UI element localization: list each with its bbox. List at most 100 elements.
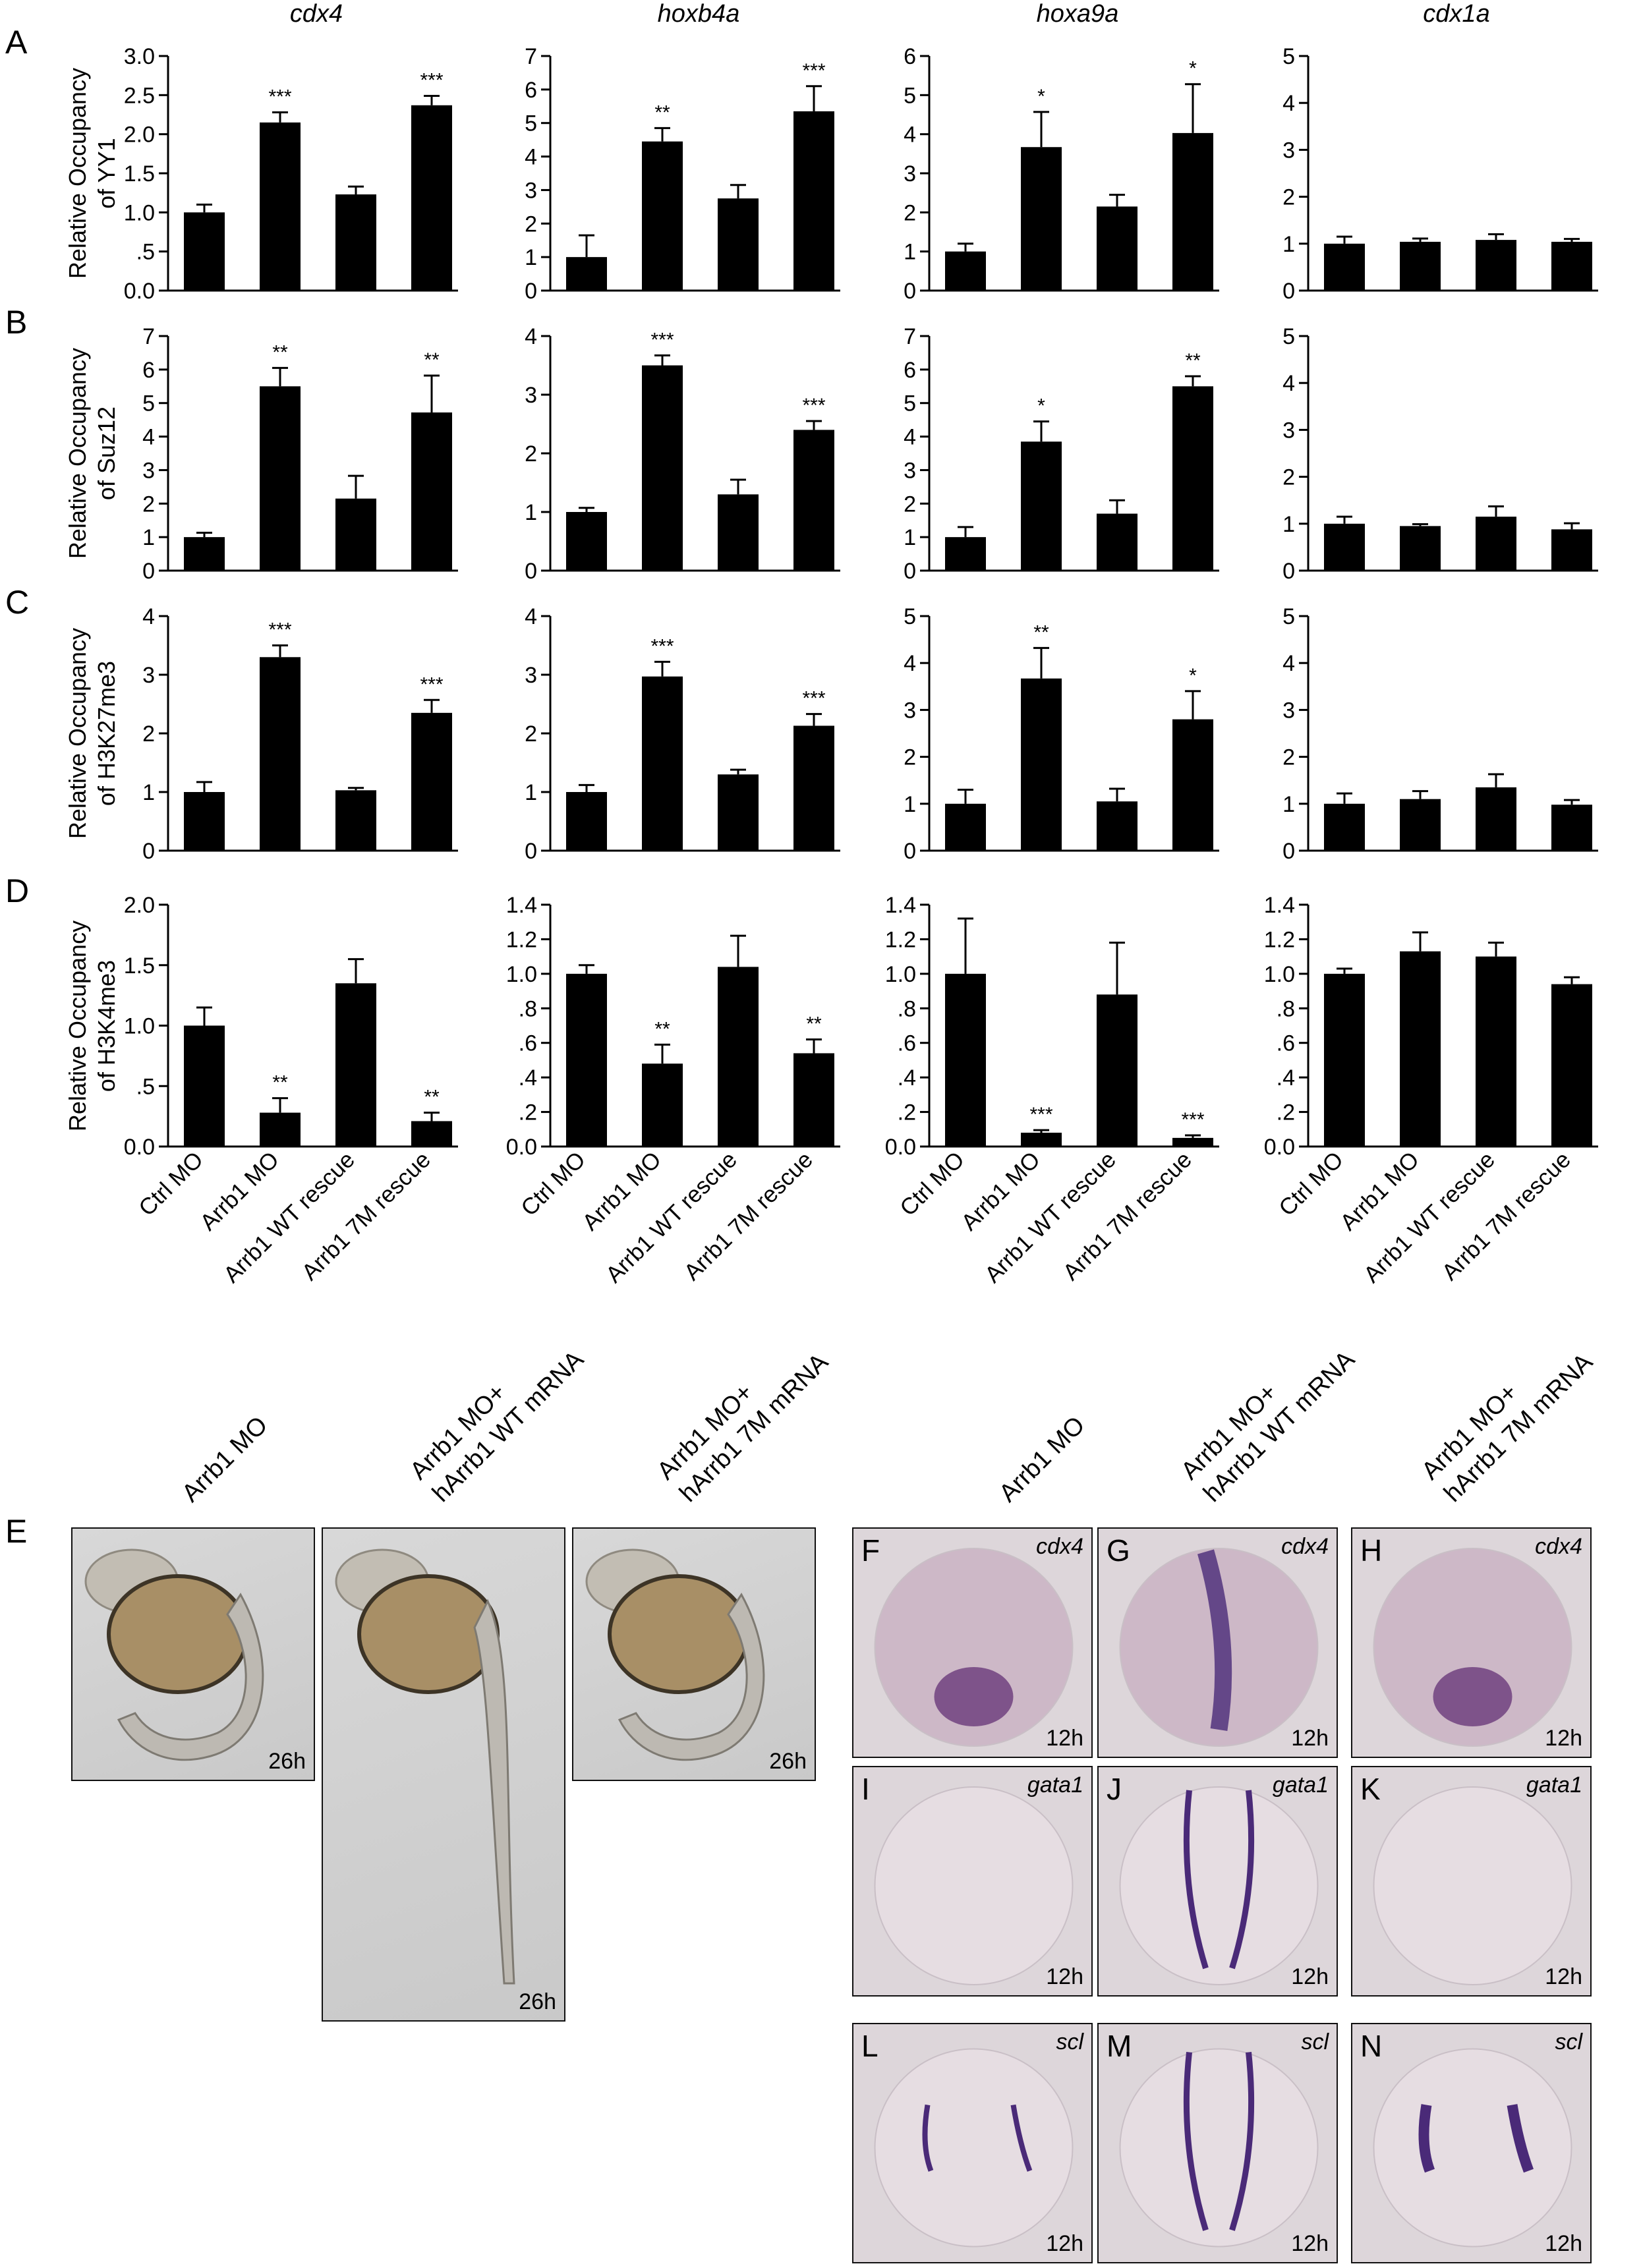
- significance-label: ***: [802, 395, 825, 416]
- expression-domain: [1010, 2104, 1033, 2172]
- embryo-body: [874, 1786, 1074, 1985]
- y-tick-label: 0: [1282, 839, 1295, 864]
- y-tick-label: 4: [525, 324, 537, 349]
- significance-label: **: [424, 349, 440, 371]
- y-tick-label: 3: [904, 458, 916, 483]
- chart-B-cdx4: 0 1 2 3 4 5 6 7 ** **: [142, 324, 458, 584]
- y-tick-label: 1.0: [506, 962, 537, 987]
- row-label-C: C: [5, 584, 30, 621]
- bar: [1324, 803, 1365, 851]
- bar: [1172, 132, 1213, 291]
- y-tick-label: 0: [1282, 559, 1295, 584]
- chart-C-hoxb4a: 0 1 2 3 4 *** ***: [525, 604, 840, 864]
- embryo-yolk: [107, 1574, 249, 1694]
- embryo-image-2: 26h: [322, 1527, 565, 2022]
- y-tick-label: 4: [1282, 371, 1295, 396]
- embryo-column-header: Arrb1 MO: [175, 1410, 274, 1509]
- tile-label: H: [1360, 1533, 1383, 1568]
- chart-B-hoxb4a: 0 1 2 3 4 *** ***: [525, 324, 840, 584]
- bar: [1551, 805, 1592, 851]
- significance-label: ***: [650, 635, 674, 657]
- bar: [335, 498, 376, 571]
- y-tick-label: 3.0: [124, 44, 155, 69]
- ish-embryo: [874, 1548, 1074, 1747]
- y-tick-label: 5: [1282, 324, 1295, 349]
- y-tick-label: 6: [525, 78, 537, 103]
- y-tick-label: 2: [142, 722, 155, 747]
- ish-embryo: [1119, 1548, 1319, 1747]
- embryo-body: [1373, 1786, 1572, 1985]
- y-tick-label: 3: [904, 161, 916, 186]
- y-tick-label: 0: [142, 559, 155, 584]
- tile-label: G: [1107, 1533, 1130, 1568]
- tile-label: M: [1107, 2029, 1132, 2063]
- ish-embryo: [1373, 1548, 1572, 1747]
- y-tick-label: 5: [904, 391, 916, 416]
- y-tick-label: 6: [904, 358, 916, 383]
- y-tick-label: 1: [142, 780, 155, 805]
- y-tick-label: 1.0: [124, 200, 155, 225]
- y-tick-label: 7: [525, 44, 537, 69]
- chart-A-hoxa9a: 0 1 2 3 4 5 6 * *: [904, 44, 1219, 304]
- bar: [793, 111, 834, 291]
- y-tick-label: 2.0: [124, 123, 155, 148]
- ish-column-header: Arrb1 MO+ hArrb1 WT mRNA: [1174, 1322, 1362, 1509]
- bar: [793, 430, 834, 571]
- bar: [1400, 241, 1441, 291]
- bar: [1021, 1133, 1062, 1147]
- tile-gene-label: scl: [1056, 2029, 1083, 2055]
- significance-label: *: [1037, 86, 1045, 107]
- tile-label: N: [1360, 2029, 1383, 2063]
- chart-D-cdx1a: 0.0 .2 .4 .6 .8 1.0 1.2 1.4: [1264, 893, 1598, 1160]
- bar: [566, 512, 607, 571]
- significance-label: **: [806, 1013, 822, 1035]
- y-tick-label: 1.5: [124, 161, 155, 186]
- gene-header-hoxb4a: hoxb4a: [657, 0, 740, 28]
- embryo-body: [874, 2048, 1074, 2248]
- y-tick-label: 0: [525, 559, 537, 584]
- y-tick-label: .8: [519, 996, 537, 1021]
- embryo-body: [1373, 2048, 1572, 2248]
- y-tick-label: 4: [904, 425, 916, 450]
- y-tick-label: 0.0: [1264, 1135, 1295, 1160]
- bar: [1324, 523, 1365, 571]
- y-tick-label: .8: [1277, 996, 1295, 1021]
- y-tick-label: 3: [142, 458, 155, 483]
- y-tick-label: 1: [1282, 512, 1295, 537]
- significance-label: **: [272, 1072, 288, 1094]
- bar: [260, 1112, 301, 1147]
- bar: [793, 725, 834, 851]
- tile-stage-label: 12h: [1046, 1964, 1083, 1989]
- tile-gene-label: scl: [1301, 2029, 1329, 2055]
- y-tick-label: .6: [519, 1031, 537, 1056]
- bar: [1476, 956, 1516, 1147]
- y-tick-label: 1.5: [124, 953, 155, 978]
- ish-embryo: [1373, 2048, 1572, 2248]
- tile-gene-label: gata1: [1272, 1772, 1329, 1798]
- y-tick-label: 1: [525, 780, 537, 805]
- y-tick-label: .2: [519, 1100, 537, 1125]
- y-tick-label: 2: [1282, 745, 1295, 770]
- y-tick-label: 3: [142, 663, 155, 688]
- y-tick-label: 1.4: [885, 893, 916, 918]
- tile-label: I: [861, 1772, 870, 1806]
- y-tick-label: 1: [1282, 792, 1295, 817]
- embryo-tail: [117, 1593, 264, 1761]
- embryo-yolk: [608, 1574, 750, 1694]
- embryo-tail: [473, 1599, 515, 1985]
- tile-label: F: [861, 1533, 880, 1568]
- panel-label-E: E: [5, 1513, 28, 1550]
- y-tick-label: 4: [904, 123, 916, 148]
- tile-gene-label: cdx4: [1535, 1534, 1582, 1559]
- significance-label: *: [1037, 395, 1045, 417]
- chart-D-hoxa9a: 0.0 .2 .4 .6 .8 1.0 1.2 1.4 *** ***: [885, 893, 1219, 1160]
- embryo-stage-label: 26h: [769, 1749, 807, 1774]
- y-tick-label: 3: [1282, 418, 1295, 443]
- ish-embryo: [1119, 2048, 1319, 2248]
- bar: [1400, 526, 1441, 571]
- bar: [642, 676, 683, 851]
- ish-header-line: Arrb1 MO: [994, 1411, 1091, 1508]
